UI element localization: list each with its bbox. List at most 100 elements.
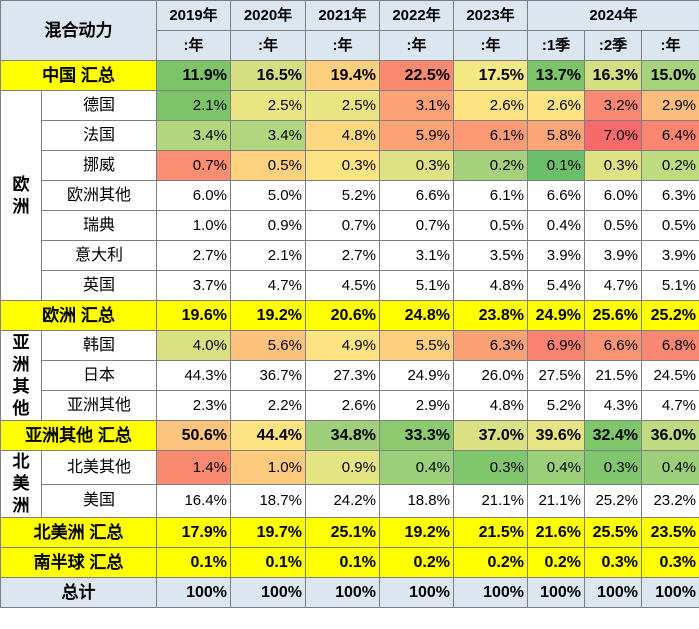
total-value: 0.2% [453, 547, 528, 578]
country-label: 英国 [41, 270, 157, 301]
total-value: 0.3% [640, 547, 699, 578]
grand-total-value: 100% [379, 577, 454, 608]
value-cell: 5.0% [230, 180, 306, 211]
value-cell: 5.2% [527, 390, 585, 421]
table-row: 美国 16.4% 18.7% 24.2% 18.8% 21.1% 21.1% 25.2% 23.… [1, 483, 699, 518]
value-cell: 4.8% [453, 390, 528, 421]
total-value: 19.2% [230, 300, 306, 331]
header-period: :1季 [527, 30, 585, 61]
total-value: 33.3% [379, 420, 454, 451]
value-cell: 44.3% [156, 360, 231, 391]
value-cell: 21.5% [584, 360, 642, 391]
region-label-char: 洲 [12, 496, 30, 515]
value-cell: 18.7% [230, 483, 306, 518]
country-label: 日本 [41, 360, 157, 391]
total-value: 0.2% [379, 547, 454, 578]
header-period: :年 [379, 30, 454, 61]
region-label-char: 欧 [12, 174, 30, 194]
value-cell: 36.7% [230, 360, 306, 391]
grand-total-label: 总计 [0, 577, 157, 608]
value-cell: 6.4% [640, 120, 699, 151]
value-cell: 24.5% [640, 360, 699, 391]
value-cell: 26.0% [453, 360, 528, 391]
region-label-char: 他 [12, 398, 30, 418]
value-cell: 0.5% [584, 210, 642, 241]
value-cell: 5.6% [230, 330, 306, 361]
value-cell: 6.1% [453, 120, 528, 151]
region-label-char: 其 [12, 376, 30, 396]
grand-total-value: 100% [453, 577, 528, 608]
value-cell: 0.7% [379, 210, 454, 241]
country-label: 意大利 [41, 240, 157, 271]
country-label: 德国 [41, 90, 157, 121]
value-cell: 0.1% [527, 150, 585, 181]
grand-total-value: 100% [305, 577, 380, 608]
table-row: 亚洲其他韩国 4.0% 5.6% 4.9% 5.5% 6.3% 6.9% 6.6% 6.8% [0, 330, 699, 421]
table-row: 亚洲其他 2.3% 2.2% 2.6% 2.9% 4.8% 5.2% 4.3% 4.7% [1, 390, 699, 421]
total-label: 北美洲 汇总 [0, 517, 157, 548]
grand-total-row: 总计 100% 100% 100% 100% 100% 100% 100% 100% [0, 577, 699, 608]
total-value: 0.3% [584, 547, 642, 578]
total-value: 21.6% [527, 517, 585, 548]
total-value: 21.5% [453, 517, 528, 548]
value-cell: 2.6% [453, 90, 528, 121]
total-value: 0.1% [230, 547, 306, 578]
total-value: 25.5% [584, 517, 642, 548]
value-cell: 5.2% [305, 180, 380, 211]
total-row: 南半球 汇总 0.1% 0.1% 0.1% 0.2% 0.2% 0.2% 0.3% 0.3% [0, 547, 699, 578]
value-cell: 0.4% [640, 450, 699, 485]
value-cell: 3.1% [379, 240, 454, 271]
value-cell: 3.4% [156, 120, 231, 151]
value-cell: 27.3% [305, 360, 380, 391]
total-label: 欧洲 汇总 [0, 300, 157, 331]
total-value: 17.9% [156, 517, 231, 548]
total-value: 11.9% [156, 60, 231, 91]
grand-total-value: 100% [527, 577, 585, 608]
total-value: 0.1% [305, 547, 380, 578]
total-value: 17.5% [453, 60, 528, 91]
value-cell: 24.2% [305, 483, 380, 518]
table-row: 英国 3.7% 4.7% 4.5% 5.1% 4.8% 5.4% 4.7% 5.1% [1, 270, 699, 301]
value-cell: 6.6% [584, 330, 642, 361]
region-label: 亚洲其他 [0, 330, 42, 421]
value-cell: 4.9% [305, 330, 380, 361]
total-row: 欧洲 汇总 19.6% 19.2% 20.6% 24.8% 23.8% 24.9% 25.6%… [0, 300, 699, 331]
total-value: 44.4% [230, 420, 306, 451]
country-label: 欧洲其他 [41, 180, 157, 211]
value-cell: 4.7% [584, 270, 642, 301]
value-cell: 0.5% [640, 210, 699, 241]
value-cell: 0.7% [305, 210, 380, 241]
value-cell: 2.6% [527, 90, 585, 121]
region-label-char: 洲 [12, 196, 30, 216]
value-cell: 2.1% [156, 90, 231, 121]
header-period: :年 [640, 30, 699, 61]
total-value: 50.6% [156, 420, 231, 451]
value-cell: 3.9% [640, 240, 699, 271]
value-cell: 1.0% [230, 450, 306, 485]
region-label-char: 洲 [12, 354, 30, 374]
table-row: 法国 3.4% 3.4% 4.8% 5.9% 6.1% 5.8% 7.0% 6.4% [1, 120, 699, 151]
total-value: 16.5% [230, 60, 306, 91]
value-cell: 4.7% [230, 270, 306, 301]
table-row: 日本 44.3% 36.7% 27.3% 24.9% 26.0% 27.5% 21.5% 24.… [1, 360, 699, 391]
total-value: 25.6% [584, 300, 642, 331]
value-cell: 5.4% [527, 270, 585, 301]
total-value: 24.8% [379, 300, 454, 331]
value-cell: 4.0% [156, 330, 231, 361]
value-cell: 21.1% [453, 483, 528, 518]
value-cell: 3.4% [230, 120, 306, 151]
country-label: 亚洲其他 [41, 390, 157, 421]
country-label: 北美其他 [41, 450, 157, 485]
value-cell: 0.5% [230, 150, 306, 181]
header-year: 2020年 [230, 0, 306, 31]
value-cell: 6.8% [640, 330, 699, 361]
table-row: 欧洲其他 6.0% 5.0% 5.2% 6.6% 6.1% 6.6% 6.0% 6.3% [1, 180, 699, 211]
value-cell: 24.9% [379, 360, 454, 391]
value-cell: 6.3% [640, 180, 699, 211]
total-value: 19.7% [230, 517, 306, 548]
value-cell: 2.3% [156, 390, 231, 421]
value-cell: 2.7% [305, 240, 380, 271]
total-row: 北美洲 汇总 17.9% 19.7% 25.1% 19.2% 21.5% 21.6% 25.5… [0, 517, 699, 548]
grand-total-value: 100% [640, 577, 699, 608]
country-label: 美国 [41, 483, 157, 518]
